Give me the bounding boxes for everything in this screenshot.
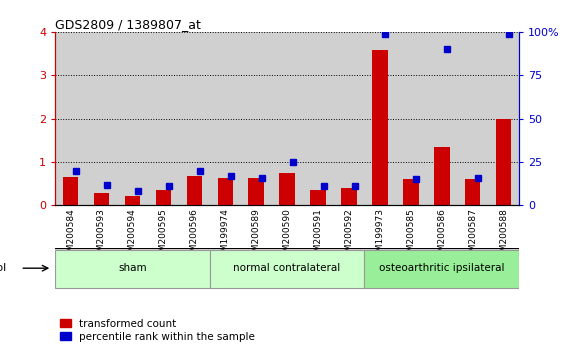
Bar [280,173,295,205]
Bar [210,32,241,205]
Text: GDS2809 / 1389807_at: GDS2809 / 1389807_at [55,18,201,31]
Bar [303,32,333,205]
Bar [372,50,387,205]
Text: sham: sham [118,263,147,273]
Bar [248,178,264,205]
Bar [341,188,357,205]
Bar [310,190,326,205]
Bar [148,32,179,205]
Bar [396,32,426,205]
Text: normal contralateral: normal contralateral [234,263,340,273]
Bar [334,32,364,205]
Bar [179,32,210,205]
Bar [86,32,117,205]
Bar [457,32,488,205]
Bar [434,147,450,205]
Bar [465,179,480,205]
Bar [55,32,86,205]
Bar [155,190,171,205]
Bar [117,32,148,205]
Bar [403,179,419,205]
FancyBboxPatch shape [55,250,210,288]
Bar [426,32,457,205]
FancyBboxPatch shape [364,250,519,288]
Bar [218,178,233,205]
Bar [496,119,512,205]
Text: protocol: protocol [0,263,6,273]
Bar [94,193,109,205]
Bar [125,196,140,205]
Bar [241,32,271,205]
Legend: transformed count, percentile rank within the sample: transformed count, percentile rank withi… [60,319,255,342]
Bar [271,32,303,205]
Text: osteoarthritic ipsilateral: osteoarthritic ipsilateral [379,263,505,273]
Bar [364,32,396,205]
Bar [187,176,202,205]
FancyBboxPatch shape [210,250,364,288]
Bar [63,177,78,205]
Bar [488,32,519,205]
